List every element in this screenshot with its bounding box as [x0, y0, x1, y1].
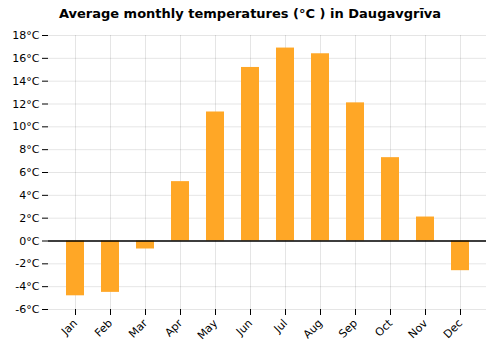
svg-text:Sep: Sep [336, 317, 360, 341]
svg-text:Apr: Apr [162, 316, 185, 339]
svg-text:Oct: Oct [372, 316, 395, 339]
svg-text:12°C: 12°C [12, 98, 39, 111]
svg-text:8°C: 8°C [19, 143, 39, 156]
html-text:Average monthly temperatures (: Average monthly temperatures (°C ) in Da… [58, 6, 442, 21]
svg-text:10°C: 10°C [12, 120, 39, 133]
svg-text:2°C: 2°C [19, 212, 39, 225]
svg-text:May: May [195, 316, 221, 342]
svg-text:Feb: Feb [92, 317, 115, 340]
svg-text:-6°C: -6°C [15, 303, 39, 316]
svg-text:4°C: 4°C [19, 189, 39, 202]
svg-text:Dec: Dec [441, 317, 465, 341]
svg-text:Jun: Jun [233, 317, 255, 339]
svg-text:18°C: 18°C [12, 29, 39, 42]
svg-text:Nov: Nov [406, 316, 431, 341]
svg-text:14°C: 14°C [12, 75, 39, 88]
svg-text:6°C: 6°C [19, 166, 39, 179]
svg-text:Jul: Jul [271, 317, 290, 336]
svg-text:Jan: Jan [58, 317, 80, 339]
svg-text:Aug: Aug [301, 317, 325, 341]
svg-text:-4°C: -4°C [15, 280, 39, 293]
svg-text:Mar: Mar [126, 316, 150, 340]
svg-text:16°C: 16°C [12, 52, 39, 65]
svg-text:0°C: 0°C [19, 235, 39, 248]
svg-text:-2°C: -2°C [15, 257, 39, 270]
